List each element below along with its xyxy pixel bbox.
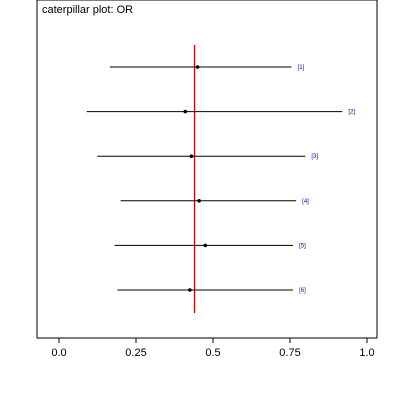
mean-point xyxy=(197,199,201,203)
mean-point xyxy=(203,243,208,248)
interval-label: [6] xyxy=(299,288,306,294)
interval-label: [1] xyxy=(298,65,305,71)
x-tick-label: 0.5 xyxy=(205,347,220,359)
interval-label: [4] xyxy=(302,199,309,205)
mean-point xyxy=(183,109,188,114)
x-tick-label: 0.25 xyxy=(125,347,146,359)
plot-frame xyxy=(36,0,378,339)
interval-label: [3] xyxy=(311,154,318,160)
interval-label: [5] xyxy=(299,243,306,249)
x-tick-label: 1.0 xyxy=(359,347,374,359)
x-tick-label: 0.75 xyxy=(279,347,300,359)
mean-point xyxy=(195,65,200,69)
mean-point xyxy=(188,288,192,292)
mean-point xyxy=(189,154,194,158)
interval-label: [2] xyxy=(348,110,355,116)
x-tick-label: 0.0 xyxy=(51,347,66,359)
chart-title: caterpillar plot: OR xyxy=(42,4,133,16)
